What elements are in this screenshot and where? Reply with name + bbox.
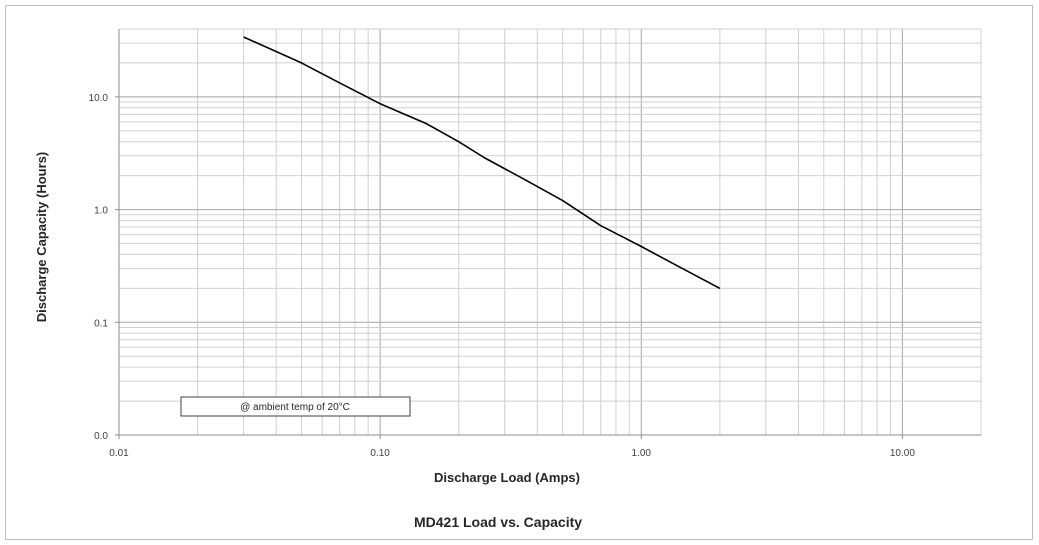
y-tick-label: 0.0 bbox=[94, 431, 108, 442]
y-tick-label: 0.1 bbox=[94, 318, 108, 329]
x-tick-label: 0.01 bbox=[109, 448, 129, 459]
annotation-text: @ ambient temp of 20°C bbox=[240, 402, 350, 413]
plot-area bbox=[119, 29, 981, 435]
annotation-box: @ ambient temp of 20°C bbox=[180, 396, 411, 417]
x-tick-label: 1.00 bbox=[632, 448, 652, 459]
y-tick-labels: 0.0 0.1 1.0 10.0 bbox=[89, 93, 119, 442]
y-tick-label: 1.0 bbox=[94, 206, 108, 217]
discharge-curve-line bbox=[243, 36, 721, 290]
y-axis-title: Discharge Capacity (Hours) bbox=[34, 152, 49, 323]
chart-frame bbox=[5, 5, 1033, 540]
series-lines bbox=[243, 36, 721, 290]
x-tick-label: 0.10 bbox=[370, 448, 390, 459]
x-tick-labels: 0.01 0.10 1.00 10.00 bbox=[109, 435, 915, 459]
x-tick-label: 10.00 bbox=[890, 448, 915, 459]
chart-title: MD421 Load vs. Capacity bbox=[414, 514, 582, 530]
x-axis-title: Discharge Load (Amps) bbox=[434, 470, 580, 485]
grid-lines bbox=[118, 28, 982, 436]
y-tick-label: 10.0 bbox=[89, 93, 109, 104]
